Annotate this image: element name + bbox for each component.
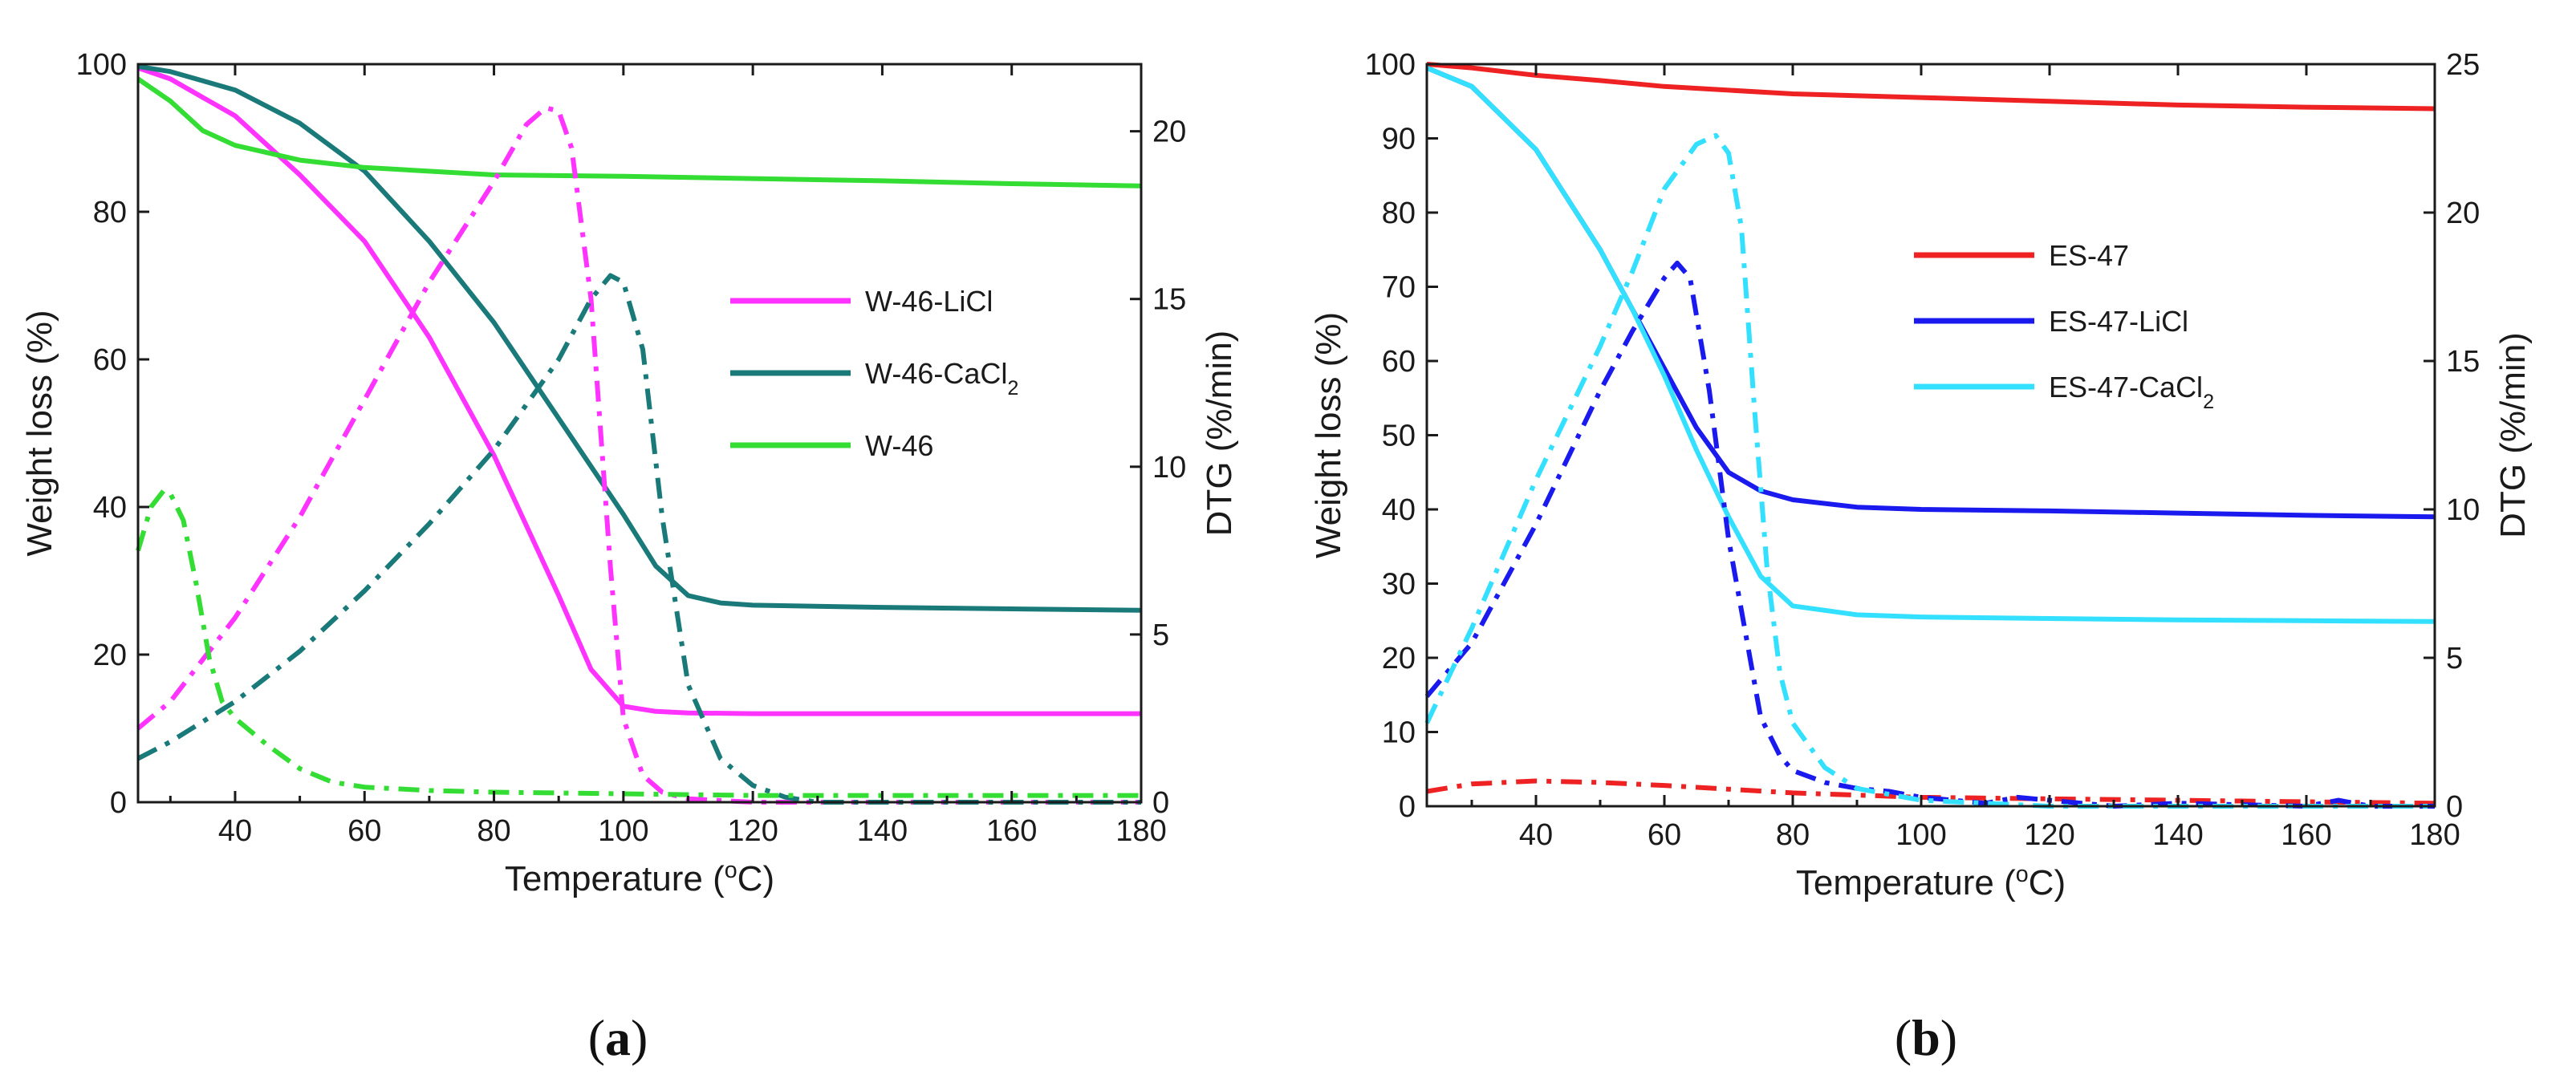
y-tick-label: 0: [1399, 790, 1416, 824]
x-tick-label: 180: [2409, 818, 2460, 852]
y-tick-label: 80: [1382, 197, 1416, 230]
y2-tick-label: 10: [1152, 451, 1186, 485]
y2-tick-label: 0: [1152, 786, 1169, 820]
panel-label: (b): [1895, 1009, 1957, 1066]
y-tick-label: 100: [76, 48, 127, 82]
y-tick-label: 100: [1365, 48, 1416, 82]
y2-tick-label: 20: [1152, 116, 1186, 149]
y-tick-label: 30: [1382, 568, 1416, 602]
x-tick-label: 60: [1648, 818, 1681, 852]
x-tick-label: 80: [1776, 818, 1810, 852]
y2-tick-label: 25: [2446, 48, 2480, 82]
legend: W-46-LiCl W-46-CaCl2 W-46: [730, 285, 1018, 462]
series-line-es-47-licl-dtg: [1424, 260, 2435, 809]
x-tick-label: 160: [986, 814, 1037, 848]
plot-frame: [136, 63, 1143, 804]
x-axis-title: Temperature (oC): [1796, 862, 2066, 902]
y-tick-label: 70: [1382, 271, 1416, 305]
x-tick-label: 160: [2281, 818, 2331, 852]
series-line-w-46-licl: [137, 65, 1141, 716]
x-tick-label: 140: [857, 814, 908, 848]
y-tick-label: 60: [93, 343, 127, 377]
series-line-w-46-dtg: [136, 488, 1141, 798]
x-tick-label: 120: [727, 814, 778, 848]
legend-label: W-46: [865, 429, 933, 462]
y-tick-label: 90: [1382, 123, 1416, 156]
x-tick-label: 40: [218, 814, 252, 848]
series-line-w-46-cacl2: [137, 63, 1142, 613]
series-line-es-47-cacl2-dtg: [1424, 132, 2435, 809]
y2-tick-label: 5: [1152, 619, 1169, 652]
y2-tick-label: 15: [2446, 345, 2480, 379]
x-tick-label: 60: [347, 814, 381, 848]
legend-label: ES-47-LiCl: [2049, 305, 2188, 338]
legend: ES-47 ES-47-LiCl ES-47-CaCl2: [1914, 239, 2214, 413]
y2-tick-label: 20: [2446, 197, 2480, 230]
panel-a: 40 60 80 100 120 140 160 1800204060801000510152…: [20, 48, 1239, 1066]
legend-label: W-46-LiCl: [865, 285, 993, 318]
x-tick-label: 180: [1115, 814, 1166, 848]
x-tick-label: 140: [2152, 818, 2203, 852]
y2-tick-label: 5: [2446, 642, 2463, 675]
legend-label: ES-47-CaCl2: [2049, 371, 2214, 413]
series-line-es-47: [1426, 62, 2436, 112]
y2-tick-label: 15: [1152, 283, 1186, 317]
y-tick-label: 0: [110, 786, 127, 820]
x-axis-title: Temperature (oC): [505, 858, 774, 898]
x-tick-label: 100: [598, 814, 648, 848]
series-line-es-47-cacl2: [1425, 65, 2436, 624]
y-tick-label: 20: [93, 639, 127, 672]
y-tick-label: 10: [1382, 716, 1416, 750]
x-tick-label: 120: [2024, 818, 2074, 852]
series-line-w-46-cacl2-dtg: [136, 273, 1141, 805]
y2-axis-title: DTG (%/min): [1200, 331, 1239, 537]
y2-axis-title: DTG (%/min): [2493, 332, 2533, 538]
y-tick-label: 40: [93, 491, 127, 525]
series-line-w-46: [136, 76, 1142, 189]
y-tick-label: 20: [1382, 642, 1416, 675]
y2-tick-label: 10: [2446, 493, 2480, 527]
y-tick-label: 80: [93, 196, 127, 229]
panel-label: (a): [588, 1009, 648, 1066]
x-tick-label: 40: [1519, 818, 1553, 852]
x-tick-label: 100: [1895, 818, 1946, 852]
y-tick-label: 40: [1382, 493, 1416, 527]
y2-tick-label: 0: [2446, 790, 2463, 824]
panel-b: 40 60 80 100 120 140 160 1800102030405060708090…: [1309, 48, 2533, 1066]
legend-label: ES-47: [2049, 239, 2129, 272]
series-line-w-46-licl-dtg: [136, 105, 1141, 805]
y-tick-label: 50: [1382, 420, 1416, 453]
x-tick-label: 80: [477, 814, 510, 848]
y-axis-title: Weight loss (%): [20, 310, 59, 556]
series-line-es-47-licl: [1425, 65, 2436, 520]
series-line-es-47-dtg: [1426, 778, 2436, 806]
legend-label: W-46-CaCl2: [865, 357, 1018, 399]
y-tick-label: 60: [1382, 345, 1416, 379]
y-axis-title: Weight loss (%): [1309, 312, 1348, 558]
